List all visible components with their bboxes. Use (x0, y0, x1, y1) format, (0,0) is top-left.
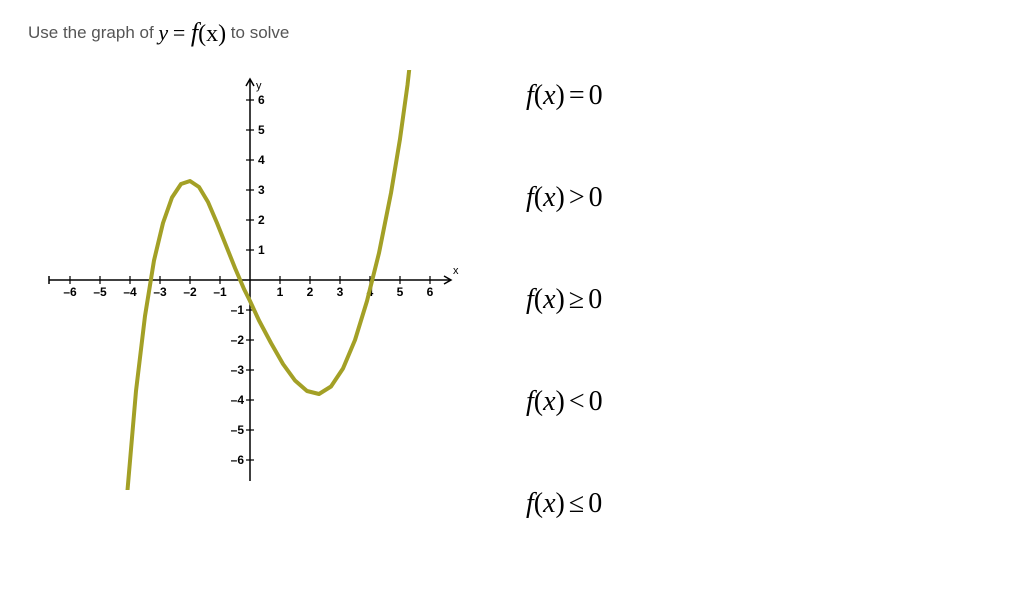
answer-ge-0: f(x)≥0 (526, 284, 603, 316)
answer-lt-0: f(x)<0 (526, 386, 603, 418)
svg-text:–5: –5 (231, 423, 245, 437)
svg-text:1: 1 (277, 285, 284, 299)
prompt-pre: Use the graph of (28, 23, 158, 42)
prompt-post: to solve (231, 23, 290, 42)
svg-text:2: 2 (258, 213, 265, 227)
prompt-equals: = (173, 20, 191, 45)
svg-text:3: 3 (337, 285, 344, 299)
prompt-line: Use the graph of y = f(x) to solve (28, 18, 289, 48)
answers-column: f(x)=0 f(x)>0 f(x)≥0 f(x)<0 f(x)≤0 (526, 80, 603, 520)
svg-text:–2: –2 (183, 285, 197, 299)
svg-text:–1: –1 (213, 285, 227, 299)
function-graph: –6–5–4–3–2–1123456–6–5–4–3–2–1123456xy (40, 70, 460, 490)
svg-text:–5: –5 (93, 285, 107, 299)
svg-text:–2: –2 (231, 333, 245, 347)
svg-text:–6: –6 (231, 453, 245, 467)
svg-text:4: 4 (258, 153, 265, 167)
answer-gt-0: f(x)>0 (526, 182, 603, 214)
svg-text:5: 5 (258, 123, 265, 137)
svg-text:–4: –4 (123, 285, 137, 299)
prompt-fn-f: f (191, 18, 198, 47)
svg-text:6: 6 (258, 93, 265, 107)
svg-text:5: 5 (397, 285, 404, 299)
answer-eq-0: f(x)=0 (526, 80, 603, 112)
svg-text:1: 1 (258, 243, 265, 257)
svg-text:–3: –3 (153, 285, 167, 299)
answer-le-0: f(x)≤0 (526, 488, 603, 520)
prompt-fn-arg: (x) (198, 21, 226, 47)
prompt-var-y: y (158, 20, 168, 45)
svg-text:y: y (256, 80, 262, 92)
svg-text:–4: –4 (231, 393, 245, 407)
svg-text:–1: –1 (231, 303, 245, 317)
svg-text:x: x (453, 265, 459, 277)
svg-text:2: 2 (307, 285, 314, 299)
svg-text:6: 6 (427, 285, 434, 299)
svg-text:–6: –6 (63, 285, 77, 299)
svg-text:–3: –3 (231, 363, 245, 377)
svg-text:3: 3 (258, 183, 265, 197)
